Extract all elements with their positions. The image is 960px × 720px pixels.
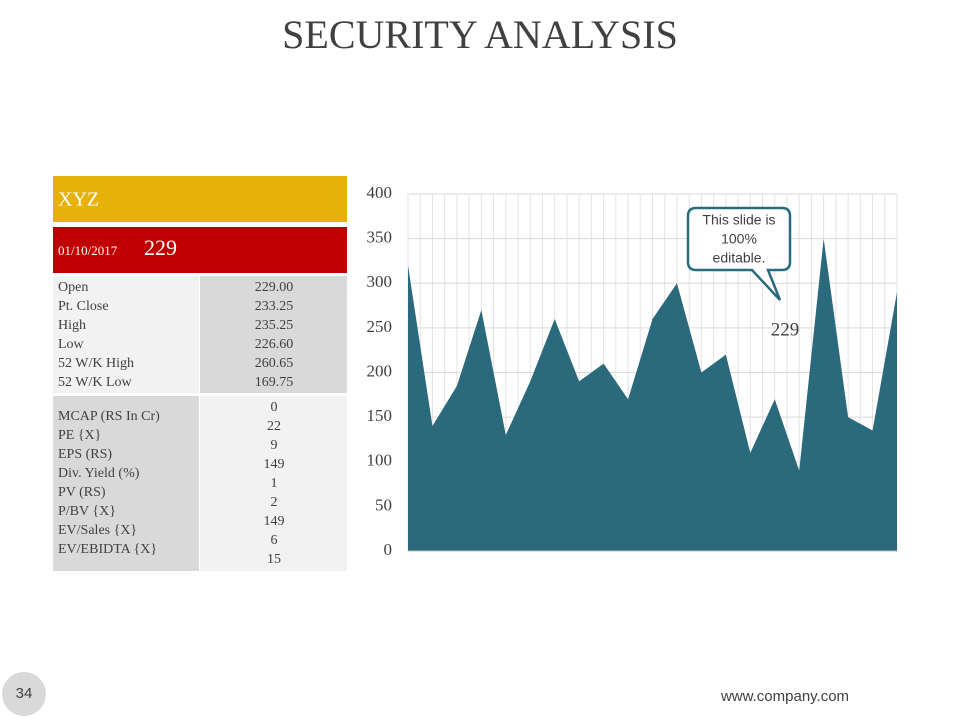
table-price: 229 (144, 235, 177, 260)
table-cell-bg (53, 396, 199, 571)
y-tick-label: 0 (384, 540, 393, 559)
y-tick-label: 350 (367, 228, 393, 247)
table-label: Div. Yield (%) (58, 466, 140, 481)
table-label: High (58, 318, 86, 333)
table-value: 226.60 (255, 337, 294, 352)
page-number: 34 (16, 685, 33, 702)
table-value: 22 (267, 419, 281, 434)
table-cell-bg (53, 276, 199, 393)
table-value: 260.65 (255, 356, 294, 371)
table-label: MCAP (RS In Cr) (58, 409, 160, 424)
table-value: 0 (271, 400, 278, 415)
table-value: 233.25 (255, 299, 294, 314)
table-label: P/BV {X} (58, 504, 116, 519)
table-value: 9 (271, 438, 278, 453)
y-tick-label: 200 (367, 361, 393, 380)
table-value: 2 (271, 495, 278, 510)
annotation: 229 (771, 319, 800, 340)
table-label: EPS (RS) (58, 447, 112, 462)
table-label: 52 W/K High (58, 356, 134, 371)
y-tick-label: 250 (367, 317, 393, 336)
footer-website: www.company.com (720, 688, 849, 705)
callout-text: This slide is (702, 212, 775, 228)
table-cell-bg (200, 276, 347, 393)
table-price-bg (53, 227, 347, 273)
table-label: 52 W/K Low (58, 375, 133, 390)
y-tick-label: 100 (367, 451, 393, 470)
table-header: XYZ (58, 189, 99, 211)
table-value: 1 (271, 476, 278, 491)
table-label: EV/Sales {X} (58, 523, 137, 538)
page-number-bg (2, 672, 46, 716)
callout-bubble (686, 206, 792, 301)
table-value: 169.75 (255, 375, 294, 390)
table-label: Pt. Close (58, 299, 109, 314)
table-label: PV (RS) (58, 485, 106, 500)
table-cell-bg (200, 396, 347, 571)
table-value: 15 (267, 552, 281, 567)
callout-text: editable. (713, 250, 766, 266)
table-label: Low (58, 337, 85, 352)
table-label: Open (58, 280, 88, 295)
table-date: 01/10/2017 (58, 243, 118, 258)
y-tick-label: 150 (367, 406, 393, 425)
area (408, 238, 897, 551)
table-label: PE {X} (58, 428, 101, 443)
slide-title: SECURITY ANALYSIS (282, 12, 678, 57)
y-tick-label: 300 (367, 272, 393, 291)
table-value: 149 (264, 514, 285, 529)
table-value: 149 (264, 457, 285, 472)
table-header-bg (53, 176, 347, 222)
y-tick-label: 400 (367, 183, 393, 202)
callout-text: 100% (721, 231, 757, 247)
table-value: 6 (271, 533, 278, 548)
table-value: 229.00 (255, 280, 294, 295)
table-value: 235.25 (255, 318, 294, 333)
table-label: EV/EBIDTA {X} (58, 542, 157, 557)
y-tick-label: 50 (375, 495, 392, 514)
